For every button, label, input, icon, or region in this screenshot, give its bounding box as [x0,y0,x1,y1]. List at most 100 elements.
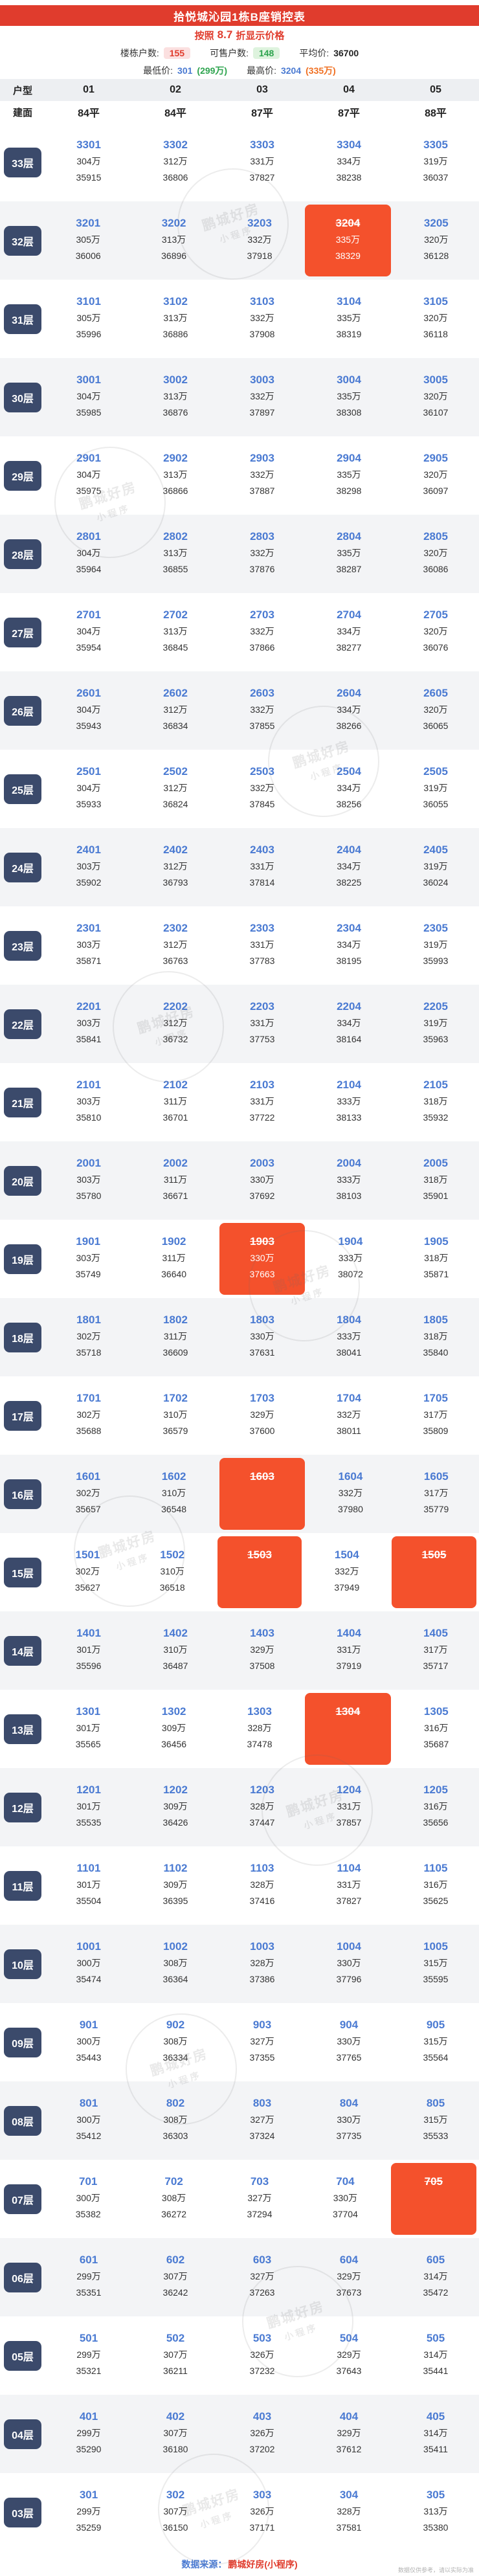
unit-cell[interactable]: 805 315万 35533 [392,2081,479,2160]
unit-cell[interactable]: 2004 333万 38103 [306,1141,392,1220]
unit-cell[interactable]: 2102 311万 36701 [132,1063,219,1141]
unit-cell[interactable]: 1402 310万 36487 [132,1611,219,1690]
unit-cell[interactable]: 1701 302万 35688 [45,1376,132,1455]
unit-cell[interactable]: 2901 304万 35975 [45,436,132,515]
unit-cell[interactable]: 2903 332万 37887 [219,436,306,515]
unit-cell[interactable]: 1704 332万 38011 [306,1376,392,1455]
unit-cell[interactable]: 2401 303万 35902 [45,828,132,906]
unit-cell[interactable]: 2303 331万 37783 [219,906,306,985]
unit-cell[interactable]: 2801 304万 35964 [45,515,132,593]
unit-cell[interactable]: 3305 319万 36037 [392,123,479,201]
unit-cell[interactable]: 2005 318万 35901 [392,1141,479,1220]
unit-cell[interactable]: 1904 333万 38072 [307,1220,393,1298]
unit-cell[interactable]: 2705 320万 36076 [392,593,479,671]
unit-cell[interactable]: 3304 334万 38238 [306,123,392,201]
unit-cell[interactable]: 2503 332万 37845 [219,750,306,828]
unit-cell[interactable]: 1201 301万 35535 [45,1768,132,1846]
unit-cell[interactable]: 501 299万 35321 [45,2316,132,2395]
unit-cell[interactable]: 405 314万 35411 [392,2395,479,2473]
unit-cell[interactable]: 1802 311万 36609 [132,1298,219,1376]
unit-cell-sold[interactable]: 1503 [217,1536,302,1608]
unit-cell[interactable]: 1303 328万 37478 [217,1690,302,1768]
unit-cell[interactable]: 304 328万 37581 [306,2473,392,2551]
unit-cell[interactable]: 1702 310万 36579 [132,1376,219,1455]
unit-cell[interactable]: 804 330万 37735 [306,2081,392,2160]
unit-cell[interactable]: 2202 312万 36732 [132,985,219,1063]
unit-cell[interactable]: 2604 334万 38266 [306,671,392,750]
unit-cell[interactable]: 2803 332万 37876 [219,515,306,593]
unit-cell[interactable]: 1101 301万 35504 [45,1846,132,1925]
unit-cell[interactable]: 1302 309万 36456 [131,1690,216,1768]
unit-cell[interactable]: 503 326万 37232 [219,2316,306,2395]
unit-cell[interactable]: 2205 319万 35963 [392,985,479,1063]
unit-cell[interactable]: 3002 313万 36876 [132,358,219,436]
unit-cell[interactable]: 2802 313万 36855 [132,515,219,593]
unit-cell[interactable]: 3302 312万 36806 [132,123,219,201]
unit-cell[interactable]: 1204 331万 37857 [306,1768,392,1846]
unit-cell[interactable]: 701 300万 35382 [45,2160,131,2238]
unit-cell[interactable]: 905 315万 35564 [392,2003,479,2081]
unit-cell[interactable]: 305 313万 35380 [392,2473,479,2551]
unit-cell-sold[interactable]: 1505 [392,1536,476,1608]
unit-cell[interactable]: 1002 308万 36364 [132,1925,219,2003]
unit-cell[interactable]: 3303 331万 37827 [219,123,306,201]
unit-cell[interactable]: 1602 310万 36548 [131,1455,216,1533]
unit-cell[interactable]: 301 299万 35259 [45,2473,132,2551]
unit-cell[interactable]: 404 329万 37612 [306,2395,392,2473]
unit-cell[interactable]: 502 307万 36211 [132,2316,219,2395]
unit-cell[interactable]: 3301 304万 35915 [45,123,132,201]
unit-cell[interactable]: 2603 332万 37855 [219,671,306,750]
unit-cell[interactable]: 3205 320万 36128 [394,201,479,280]
unit-cell[interactable]: 3105 320万 36118 [392,280,479,358]
unit-cell[interactable]: 2301 303万 35871 [45,906,132,985]
unit-cell[interactable]: 1405 317万 35717 [392,1611,479,1690]
unit-cell[interactable]: 605 314万 35472 [392,2238,479,2316]
unit-cell[interactable]: 1905 318万 35871 [394,1220,479,1298]
unit-cell[interactable]: 2201 303万 35841 [45,985,132,1063]
unit-cell[interactable]: 505 314万 35441 [392,2316,479,2395]
unit-cell[interactable]: 2105 318万 35932 [392,1063,479,1141]
unit-cell[interactable]: 2505 319万 36055 [392,750,479,828]
unit-cell[interactable]: 1805 318万 35840 [392,1298,479,1376]
unit-cell[interactable]: 1601 302万 35657 [45,1455,131,1533]
unit-cell[interactable]: 3203 332万 37918 [217,201,302,280]
unit-cell[interactable]: 1104 331万 37827 [306,1846,392,1925]
unit-cell[interactable]: 3004 335万 38308 [306,358,392,436]
unit-cell[interactable]: 401 299万 35290 [45,2395,132,2473]
unit-cell[interactable]: 1202 309万 36426 [132,1768,219,1846]
unit-cell[interactable]: 1205 316万 35656 [392,1768,479,1846]
unit-cell[interactable]: 801 300万 35412 [45,2081,132,2160]
unit-cell[interactable]: 1504 332万 37949 [304,1533,389,1611]
unit-cell[interactable]: 2601 304万 35943 [45,671,132,750]
unit-cell[interactable]: 3102 313万 36886 [132,280,219,358]
min-price-unit[interactable]: 301 [177,65,193,76]
unit-cell[interactable]: 2403 331万 37814 [219,828,306,906]
unit-cell[interactable]: 2805 320万 36086 [392,515,479,593]
unit-cell[interactable]: 2605 320万 36065 [392,671,479,750]
unit-cell[interactable]: 2001 303万 35780 [45,1141,132,1220]
unit-cell[interactable]: 2204 334万 38164 [306,985,392,1063]
unit-cell[interactable]: 1902 311万 36640 [131,1220,216,1298]
unit-cell[interactable]: 1403 329万 37508 [219,1611,306,1690]
unit-cell[interactable]: 903 327万 37355 [219,2003,306,2081]
unit-cell[interactable]: 2501 304万 35933 [45,750,132,828]
unit-cell[interactable]: 904 330万 37765 [306,2003,392,2081]
unit-cell[interactable]: 1301 301万 35565 [45,1690,131,1768]
unit-cell[interactable]: 1804 333万 38041 [306,1298,392,1376]
unit-cell[interactable]: 3003 332万 37897 [219,358,306,436]
unit-cell[interactable]: 2704 334万 38277 [306,593,392,671]
unit-cell[interactable]: 504 329万 37643 [306,2316,392,2395]
unit-cell[interactable]: 2602 312万 36834 [132,671,219,750]
unit-cell[interactable]: 3101 305万 35996 [45,280,132,358]
unit-cell[interactable]: 1004 330万 37796 [306,1925,392,2003]
data-source-value[interactable]: 鹏城好房(小程序) [228,2559,298,2570]
unit-cell[interactable]: 1901 303万 35749 [45,1220,131,1298]
unit-cell[interactable]: 1803 330万 37631 [219,1298,306,1376]
unit-cell[interactable]: 1102 309万 36395 [132,1846,219,1925]
unit-cell[interactable]: 1305 316万 35687 [394,1690,479,1768]
unit-cell[interactable]: 2502 312万 36824 [132,750,219,828]
unit-cell[interactable]: 1604 332万 37980 [307,1455,393,1533]
unit-cell[interactable]: 702 308万 36272 [131,2160,216,2238]
unit-cell[interactable]: 3005 320万 36107 [392,358,479,436]
unit-cell[interactable]: 2302 312万 36763 [132,906,219,985]
